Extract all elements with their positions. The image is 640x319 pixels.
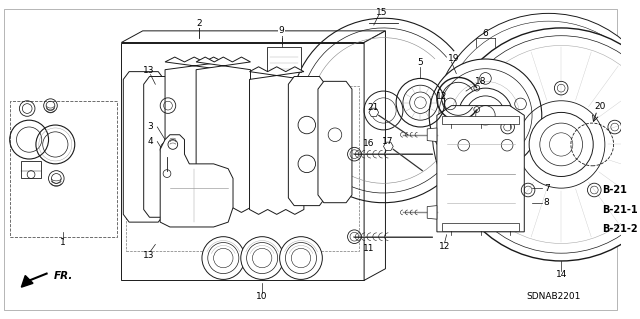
Text: 12: 12 <box>436 93 447 101</box>
Bar <box>442 223 520 231</box>
Circle shape <box>529 112 593 176</box>
Polygon shape <box>437 106 524 232</box>
Text: 18: 18 <box>475 77 486 86</box>
Text: SDNAB2201: SDNAB2201 <box>526 293 580 301</box>
Polygon shape <box>427 206 437 219</box>
Polygon shape <box>196 57 250 212</box>
Polygon shape <box>124 72 164 222</box>
Text: 6: 6 <box>483 29 488 38</box>
Text: 11: 11 <box>363 244 374 253</box>
Polygon shape <box>383 142 393 151</box>
Polygon shape <box>21 276 33 287</box>
Circle shape <box>241 237 284 279</box>
Polygon shape <box>122 42 364 280</box>
Polygon shape <box>289 77 325 206</box>
Text: B-21-1: B-21-1 <box>602 204 637 214</box>
Polygon shape <box>144 77 192 217</box>
Text: 5: 5 <box>417 58 423 67</box>
Text: 7: 7 <box>544 184 550 193</box>
Text: 17: 17 <box>381 137 393 146</box>
Text: 13: 13 <box>143 66 154 75</box>
Text: 1: 1 <box>60 238 66 247</box>
Circle shape <box>432 13 640 246</box>
Circle shape <box>429 59 542 172</box>
Polygon shape <box>165 57 223 217</box>
Text: 2: 2 <box>196 19 202 27</box>
Text: 15: 15 <box>376 8 387 17</box>
Text: 4: 4 <box>148 137 154 146</box>
Polygon shape <box>427 128 437 142</box>
Text: B-21: B-21 <box>602 185 627 195</box>
Text: 9: 9 <box>278 29 284 38</box>
Text: 16: 16 <box>363 139 374 148</box>
Text: 20: 20 <box>595 102 605 111</box>
Polygon shape <box>369 108 379 117</box>
Polygon shape <box>160 135 233 227</box>
Text: 12: 12 <box>439 242 451 251</box>
Polygon shape <box>122 31 385 42</box>
Circle shape <box>280 237 323 279</box>
Text: 9: 9 <box>278 26 284 35</box>
Text: 8: 8 <box>544 198 550 207</box>
Text: 3: 3 <box>148 122 154 131</box>
Circle shape <box>458 88 513 143</box>
Text: B-21-2: B-21-2 <box>602 224 637 234</box>
Bar <box>442 116 520 124</box>
Bar <box>21 161 41 178</box>
Text: 21: 21 <box>367 103 378 112</box>
Bar <box>10 101 116 237</box>
Polygon shape <box>318 81 352 203</box>
Circle shape <box>445 28 640 261</box>
Polygon shape <box>364 31 385 280</box>
Text: 19: 19 <box>447 54 459 63</box>
Bar <box>126 86 359 251</box>
Text: 2: 2 <box>196 19 202 29</box>
Text: 13: 13 <box>143 251 154 260</box>
Text: 14: 14 <box>556 270 567 279</box>
Polygon shape <box>250 67 304 214</box>
Text: 10: 10 <box>257 293 268 301</box>
Bar <box>267 47 301 72</box>
Circle shape <box>202 237 244 279</box>
Text: FR.: FR. <box>53 271 73 280</box>
